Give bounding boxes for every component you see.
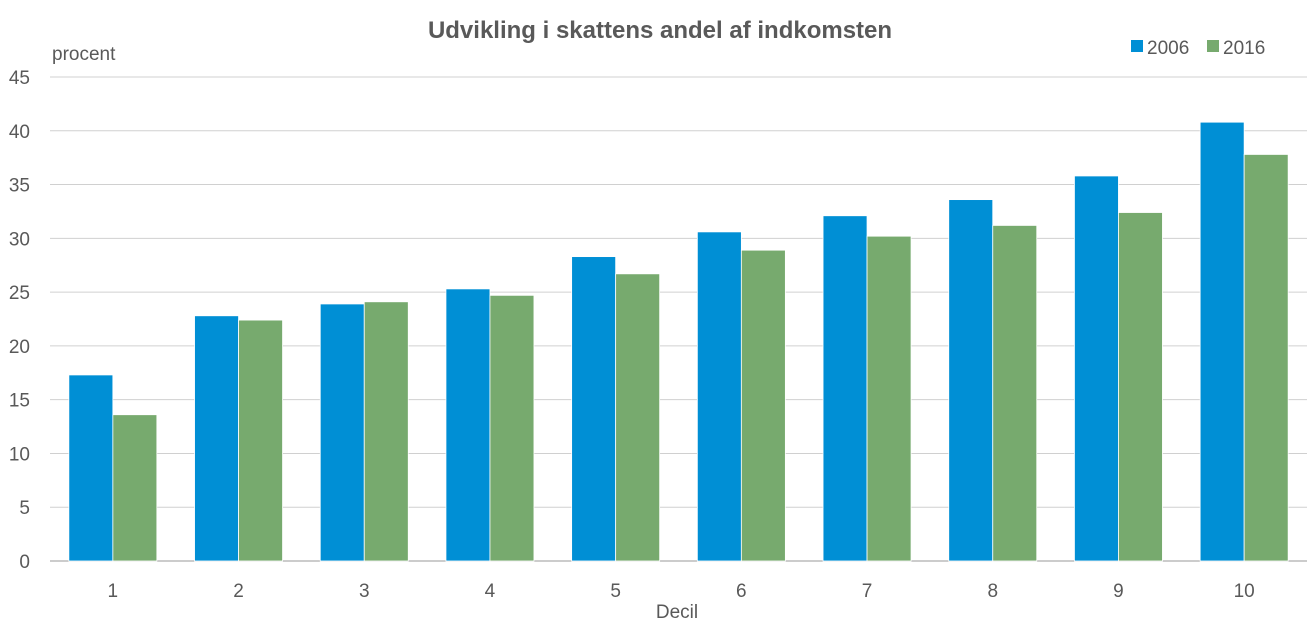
x-tick-labels: 1 2 3 4 5 6 7 8 9 10 bbox=[108, 581, 1255, 602]
bar-2006-decil-6 bbox=[696, 231, 742, 562]
bar-2016-decil-5 bbox=[615, 273, 661, 562]
chart-title: Udvikling i skattens andel af indkomsten bbox=[428, 17, 892, 44]
bar-2016-decil-8 bbox=[992, 225, 1038, 562]
legend-swatch-2006 bbox=[1131, 40, 1143, 52]
y-tick-label: 0 bbox=[19, 552, 30, 573]
bar-2016-decil-4 bbox=[489, 294, 535, 562]
bar-2006-decil-2 bbox=[194, 315, 239, 562]
x-tick-label: 8 bbox=[987, 581, 998, 602]
legend-label: 2006 bbox=[1147, 38, 1189, 59]
x-tick-label: 6 bbox=[736, 581, 747, 602]
bar-2006-decil-5 bbox=[571, 256, 617, 562]
bar-2006-decil-1 bbox=[68, 374, 114, 562]
y-tick-label: 20 bbox=[9, 337, 30, 358]
x-tick-label: 1 bbox=[108, 581, 119, 602]
x-tick-label: 4 bbox=[485, 581, 496, 602]
legend-label: 2016 bbox=[1223, 38, 1265, 59]
legend: 2006 2016 bbox=[1131, 38, 1265, 59]
x-tick-label: 2 bbox=[233, 581, 244, 602]
bar-2016-decil-1 bbox=[112, 414, 158, 562]
x-tick-label: 10 bbox=[1234, 581, 1255, 602]
x-tick-label: 7 bbox=[862, 581, 873, 602]
bar-2016-decil-7 bbox=[866, 235, 912, 562]
y-tick-label: 10 bbox=[9, 444, 30, 465]
x-tick-label: 5 bbox=[610, 581, 621, 602]
bar-2006-decil-4 bbox=[445, 288, 491, 562]
y-tick-label: 5 bbox=[19, 498, 30, 519]
y-axis-label: procent bbox=[52, 44, 116, 65]
bar-2016-decil-9 bbox=[1118, 212, 1163, 562]
bar-2016-decil-10 bbox=[1243, 154, 1289, 562]
bar-2006-decil-8 bbox=[948, 199, 994, 562]
y-tick-label: 40 bbox=[9, 122, 30, 143]
bar-2006-decil-3 bbox=[319, 303, 365, 562]
x-tick-label: 9 bbox=[1113, 581, 1124, 602]
bar-2016-decil-3 bbox=[363, 301, 409, 562]
y-tick-label: 35 bbox=[9, 176, 30, 197]
bar-2006-decil-7 bbox=[822, 215, 868, 562]
y-tick-label: 25 bbox=[9, 283, 30, 304]
y-tick-label: 45 bbox=[9, 68, 30, 89]
bar-2006-decil-9 bbox=[1074, 175, 1119, 562]
legend-swatch-2016 bbox=[1207, 40, 1219, 52]
bar-2006-decil-10 bbox=[1199, 121, 1245, 562]
y-tick-label: 30 bbox=[9, 229, 30, 250]
y-tick-labels: 0 5 10 15 20 25 30 35 40 45 bbox=[9, 68, 30, 573]
bar-2016-decil-6 bbox=[740, 249, 786, 562]
x-axis-label: Decil bbox=[656, 602, 698, 623]
y-tick-label: 15 bbox=[9, 391, 30, 412]
bars-group bbox=[68, 121, 1289, 562]
x-tick-label: 3 bbox=[359, 581, 370, 602]
bar-2016-decil-2 bbox=[238, 319, 283, 562]
